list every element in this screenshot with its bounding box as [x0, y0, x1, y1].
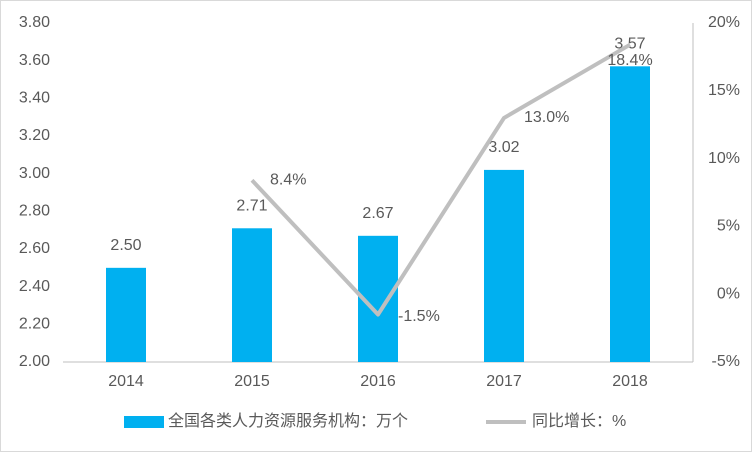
- y-tick-label: 2.60: [19, 240, 50, 257]
- y2-tick-label: 10%: [708, 150, 740, 167]
- y-tick-label: 3.20: [19, 127, 50, 144]
- y-tick-label: 2.40: [19, 278, 50, 295]
- line-value-label: 13.0%: [524, 109, 569, 126]
- bar-value-label: 2.71: [236, 198, 267, 215]
- y2-tick-label: 5%: [717, 218, 740, 235]
- y2-tick-label: 15%: [708, 82, 740, 99]
- bar-value-label: 2.50: [110, 237, 141, 254]
- line-value-label: 18.4%: [607, 52, 652, 69]
- legend-label: 同比增长：%: [532, 412, 626, 430]
- line-value-label: 8.4%: [270, 172, 306, 189]
- bar: [232, 228, 272, 362]
- y-tick-label: 3.60: [19, 52, 50, 69]
- bar: [610, 66, 650, 363]
- y-tick-label: 2.20: [19, 316, 50, 333]
- x-tick-label: 2016: [360, 373, 396, 390]
- y2-tick-label: 20%: [708, 14, 740, 31]
- x-tick-label: 2018: [612, 373, 648, 390]
- x-tick-label: 2017: [486, 373, 522, 390]
- line: [250, 42, 632, 317]
- x-tick-label: 2015: [234, 373, 270, 390]
- bar-value-label: 3.02: [488, 139, 519, 156]
- y-tick-label: 2.00: [19, 353, 50, 370]
- line-value-label: -1.5%: [398, 308, 440, 325]
- bar-value-label: 2.67: [362, 205, 393, 222]
- legend-swatch: [124, 416, 164, 428]
- y-tick-label: 3.80: [19, 14, 50, 31]
- y-tick-label: 2.80: [19, 203, 50, 220]
- y2-tick-label: -5%: [712, 353, 740, 370]
- y-tick-label: 3.40: [19, 90, 50, 107]
- bar: [484, 169, 524, 362]
- y-tick-label: 3.00: [19, 165, 50, 182]
- x-tick-label: 2014: [108, 373, 144, 390]
- y2-tick-label: 0%: [717, 285, 740, 302]
- bar: [106, 267, 146, 362]
- legend-label: 全国各类人力资源服务机构：万个: [168, 412, 408, 430]
